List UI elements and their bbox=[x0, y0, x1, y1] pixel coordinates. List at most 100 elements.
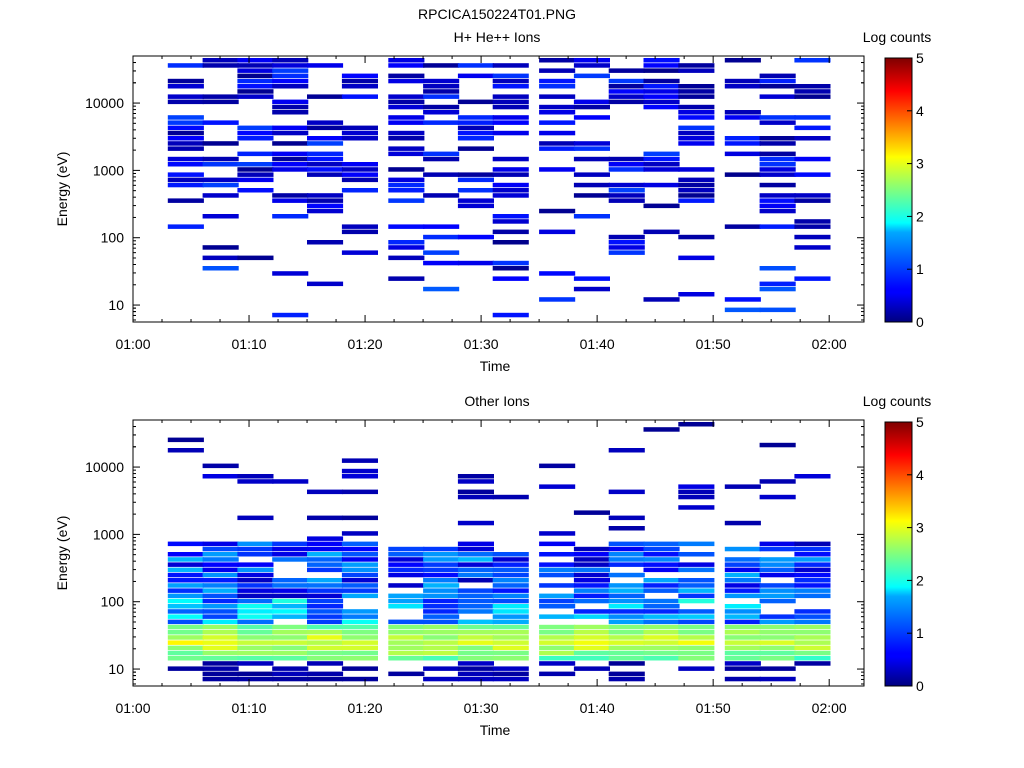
heatmap-cell bbox=[678, 234, 715, 240]
heatmap-cell bbox=[643, 624, 680, 630]
heatmap-cell bbox=[643, 583, 680, 588]
heatmap-cell bbox=[237, 89, 274, 94]
heatmap-cell bbox=[388, 99, 425, 105]
heatmap-cell bbox=[608, 99, 645, 105]
heatmap-cell bbox=[539, 146, 576, 151]
heatmap-cell bbox=[573, 578, 610, 583]
heatmap-cell bbox=[388, 73, 425, 79]
heatmap-cell bbox=[724, 588, 761, 593]
heatmap-cell bbox=[167, 656, 204, 661]
heatmap-cell bbox=[759, 442, 796, 448]
heatmap-cell bbox=[573, 609, 610, 614]
heatmap-cell bbox=[388, 619, 425, 625]
heatmap-cell bbox=[167, 437, 204, 443]
heatmap-cell bbox=[759, 588, 796, 593]
heatmap-cell bbox=[272, 68, 309, 73]
heatmap-cell bbox=[539, 635, 576, 640]
heatmap-cell bbox=[457, 562, 494, 567]
heatmap-cell bbox=[167, 448, 204, 453]
heatmap-cell bbox=[492, 578, 529, 583]
heatmap-cell bbox=[307, 656, 344, 661]
heatmap-cell bbox=[573, 193, 610, 198]
heatmap-cell bbox=[724, 224, 761, 229]
heatmap-cell bbox=[423, 635, 460, 640]
heatmap-cell bbox=[492, 588, 529, 593]
heatmap-cell bbox=[237, 604, 274, 609]
heatmap-cell bbox=[492, 120, 529, 125]
heatmap-cell bbox=[167, 588, 204, 593]
heatmap-cell bbox=[643, 552, 680, 557]
heatmap-cell bbox=[307, 614, 344, 619]
heatmap-cell bbox=[643, 151, 680, 157]
heatmap-cell bbox=[759, 141, 796, 146]
heatmap-cell bbox=[759, 557, 796, 562]
heatmap-cell bbox=[724, 136, 761, 141]
heatmap-cell bbox=[759, 593, 796, 599]
heatmap-cell bbox=[794, 115, 831, 120]
heatmap-cell bbox=[724, 609, 761, 614]
heatmap-cell bbox=[643, 598, 680, 604]
heatmap-cell bbox=[237, 167, 274, 172]
heatmap-cell bbox=[759, 167, 796, 172]
heatmap-cell bbox=[423, 572, 460, 578]
heatmap-cell bbox=[643, 99, 680, 105]
heatmap-cell bbox=[492, 557, 529, 562]
heatmap-cell bbox=[307, 671, 344, 677]
heatmap-cell bbox=[573, 546, 610, 552]
heatmap-cell bbox=[643, 630, 680, 635]
heatmap-cell bbox=[167, 115, 204, 120]
heatmap-cell bbox=[794, 224, 831, 229]
heatmap-cell bbox=[307, 552, 344, 557]
heatmap-cell bbox=[341, 531, 378, 536]
heatmap-cell bbox=[341, 73, 378, 79]
heatmap-cell bbox=[237, 162, 274, 167]
heatmap-cell bbox=[341, 624, 378, 630]
heatmap-cell bbox=[272, 125, 309, 131]
heatmap-cell bbox=[272, 162, 309, 167]
heatmap-cell bbox=[608, 234, 645, 240]
heatmap-cell bbox=[237, 656, 274, 661]
heatmap-cell bbox=[202, 656, 239, 661]
heatmap-cell bbox=[573, 635, 610, 640]
heatmap-cell bbox=[678, 68, 715, 73]
heatmap-cell bbox=[643, 78, 680, 84]
heatmap-cell bbox=[457, 552, 494, 557]
heatmap-cell bbox=[388, 552, 425, 557]
heatmap-cell bbox=[237, 619, 274, 625]
heatmap-cell bbox=[307, 203, 344, 209]
heatmap-cell bbox=[573, 640, 610, 645]
heatmap-cell bbox=[724, 84, 761, 89]
heatmap-cell bbox=[759, 84, 796, 89]
heatmap-cell bbox=[202, 214, 239, 219]
heatmap-cell bbox=[759, 479, 796, 484]
heatmap-cell bbox=[388, 182, 425, 188]
heatmap-cell bbox=[388, 146, 425, 151]
heatmap-cell bbox=[423, 666, 460, 671]
heatmap-cell bbox=[608, 68, 645, 73]
heatmap-cell bbox=[167, 120, 204, 125]
heatmap-cell bbox=[388, 130, 425, 136]
heatmap-cell bbox=[388, 63, 425, 68]
heatmap-cell bbox=[573, 99, 610, 105]
heatmap-cell bbox=[794, 58, 831, 63]
heatmap-cell bbox=[539, 229, 576, 235]
heatmap-cell bbox=[678, 630, 715, 635]
y-tick-label: 10000 bbox=[85, 459, 124, 475]
heatmap-cell bbox=[237, 552, 274, 557]
heatmap-cell bbox=[608, 198, 645, 203]
heatmap-cell bbox=[539, 84, 576, 89]
heatmap-cell bbox=[539, 661, 576, 666]
heatmap-cell bbox=[643, 614, 680, 619]
heatmap-cell bbox=[608, 94, 645, 99]
heatmap-cell bbox=[307, 120, 344, 125]
heatmap-cell bbox=[457, 661, 494, 666]
heatmap-cell bbox=[724, 619, 761, 625]
heatmap-cell bbox=[423, 567, 460, 573]
heatmap-cell bbox=[167, 198, 204, 203]
heatmap-cell bbox=[678, 177, 715, 183]
heatmap-cell bbox=[423, 120, 460, 125]
heatmap-cell bbox=[341, 546, 378, 552]
heatmap-cell bbox=[457, 172, 494, 177]
heatmap-cell bbox=[307, 557, 344, 562]
heatmap-cell bbox=[678, 593, 715, 599]
